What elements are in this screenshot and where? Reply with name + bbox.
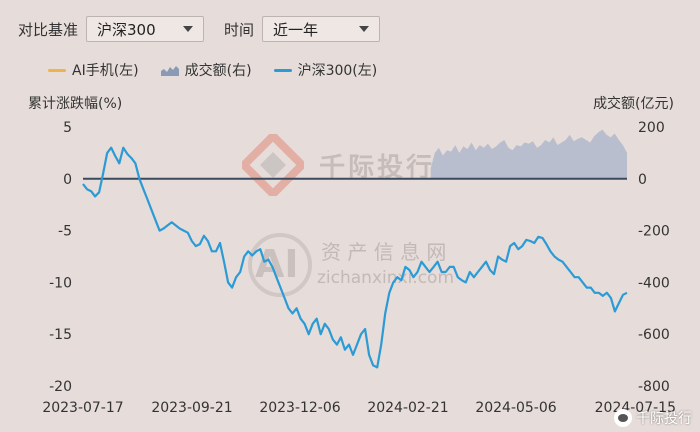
footer-brand-text: 千际投行: [636, 411, 692, 427]
chevron-down-icon: [359, 26, 370, 32]
footer-brand: 千际投行: [614, 408, 692, 428]
legend-swatch-ai-phone: [48, 68, 66, 72]
right-axis-title: 成交额(亿元): [593, 96, 674, 112]
right-tick-label: -200: [638, 224, 670, 240]
legend-item-csi300[interactable]: 沪深300(左): [273, 60, 378, 80]
period-label: 时间: [224, 20, 255, 39]
chart-legend: AI手机(左) 成交额(右) 沪深300(左): [48, 60, 399, 80]
left-tick-label: -10: [49, 275, 72, 291]
x-tick-label: 2023-09-21: [151, 400, 232, 416]
benchmark-select[interactable]: 沪深300: [86, 16, 205, 42]
legend-swatch-csi300: [273, 68, 292, 72]
x-tick-label: 2024-02-21: [367, 400, 448, 416]
legend-item-volume[interactable]: 成交额(右): [160, 60, 252, 80]
legend-label-ai-phone: AI手机(左): [72, 63, 139, 79]
volume-area: [430, 129, 627, 179]
left-tick-label: -20: [49, 379, 72, 395]
x-tick-label: 2023-12-06: [259, 400, 340, 416]
right-tick-label: -800: [638, 379, 670, 395]
left-tick-label: 5: [63, 120, 72, 136]
weibo-icon: [614, 409, 632, 427]
chevron-down-icon: [183, 26, 194, 32]
left-tick-label: -15: [49, 327, 72, 343]
left-tick-label: -5: [58, 224, 72, 240]
benchmark-value: 沪深300: [97, 20, 156, 39]
right-tick-label: -600: [638, 327, 670, 343]
filter-bar: 对比基准 沪深300 时间 近一年: [18, 14, 381, 44]
period-select[interactable]: 近一年: [262, 16, 381, 42]
legend-label-csi300: 沪深300(左): [297, 63, 378, 79]
right-tick-label: -400: [638, 275, 670, 291]
right-tick-label: 0: [638, 172, 647, 188]
left-axis-title: 累计涨跌幅(%): [28, 96, 123, 112]
right-tick-label: 200: [638, 120, 665, 136]
left-tick-label: 0: [63, 172, 72, 188]
x-tick-label: 2024-05-06: [475, 400, 556, 416]
legend-item-ai-phone[interactable]: AI手机(左): [48, 60, 139, 80]
csi300-line: [82, 146, 628, 369]
x-tick-label: 2023-07-17: [42, 400, 123, 416]
legend-label-volume: 成交额(右): [184, 63, 252, 79]
period-value: 近一年: [273, 20, 319, 39]
legend-swatch-volume: [160, 66, 179, 76]
benchmark-label: 对比基准: [18, 20, 79, 39]
